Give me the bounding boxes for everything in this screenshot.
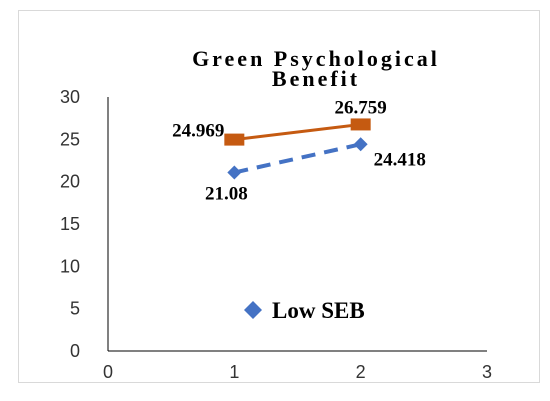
x-tick-label: 1 (229, 362, 239, 382)
data-label: 21.08 (205, 184, 248, 205)
data-point-marker (353, 137, 368, 152)
chart-frame (18, 10, 540, 383)
chart-title-line-2: Benefit (272, 66, 360, 91)
legend-marker (244, 301, 262, 319)
data-label: 24.418 (374, 149, 426, 170)
y-tick-label: 30 (60, 87, 80, 107)
chart-title-line-1: Green Psychological (192, 46, 440, 71)
data-point-marker (224, 133, 245, 146)
series-line-1 (234, 122, 361, 142)
x-tick-label: 0 (103, 362, 113, 382)
legend-label: Low SEB (272, 298, 365, 323)
y-tick-label: 10 (60, 256, 80, 276)
data-label: 26.759 (335, 97, 387, 118)
data-label: 24.969 (172, 121, 224, 142)
data-point-marker (227, 165, 242, 180)
y-tick-label: 20 (60, 172, 80, 192)
data-point-marker (350, 118, 371, 131)
y-tick-label: 5 (70, 299, 80, 319)
y-tick-label: 15 (60, 214, 80, 234)
y-tick-label: 0 (70, 341, 80, 361)
x-tick-label: 3 (482, 362, 492, 382)
series-line-0 (233, 142, 362, 175)
x-tick-label: 2 (356, 362, 366, 382)
y-tick-label: 25 (60, 129, 80, 149)
